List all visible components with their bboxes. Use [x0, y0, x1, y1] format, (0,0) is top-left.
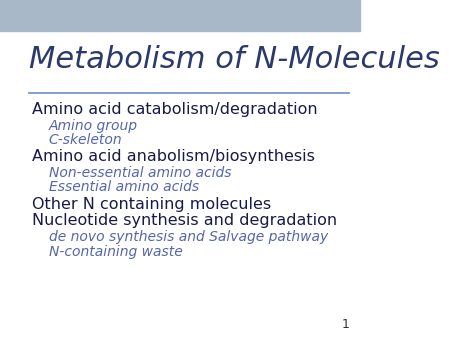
- Text: Amino acid anabolism/biosynthesis: Amino acid anabolism/biosynthesis: [32, 149, 315, 164]
- Text: C-skeleton: C-skeleton: [49, 133, 122, 147]
- Text: 1: 1: [342, 318, 349, 331]
- FancyBboxPatch shape: [0, 0, 360, 31]
- Text: Essential amino acids: Essential amino acids: [49, 180, 199, 194]
- Text: N-containing waste: N-containing waste: [49, 245, 182, 259]
- Text: de novo synthesis and Salvage pathway: de novo synthesis and Salvage pathway: [49, 230, 328, 244]
- Text: Amino acid catabolism/degradation: Amino acid catabolism/degradation: [32, 102, 318, 117]
- Text: Amino group: Amino group: [49, 119, 138, 133]
- Text: Nucleotide synthesis and degradation: Nucleotide synthesis and degradation: [32, 213, 338, 228]
- Text: Other N containing molecules: Other N containing molecules: [32, 197, 271, 212]
- Text: Metabolism of N-Molecules: Metabolism of N-Molecules: [29, 45, 440, 74]
- Text: Non-essential amino acids: Non-essential amino acids: [49, 166, 231, 180]
